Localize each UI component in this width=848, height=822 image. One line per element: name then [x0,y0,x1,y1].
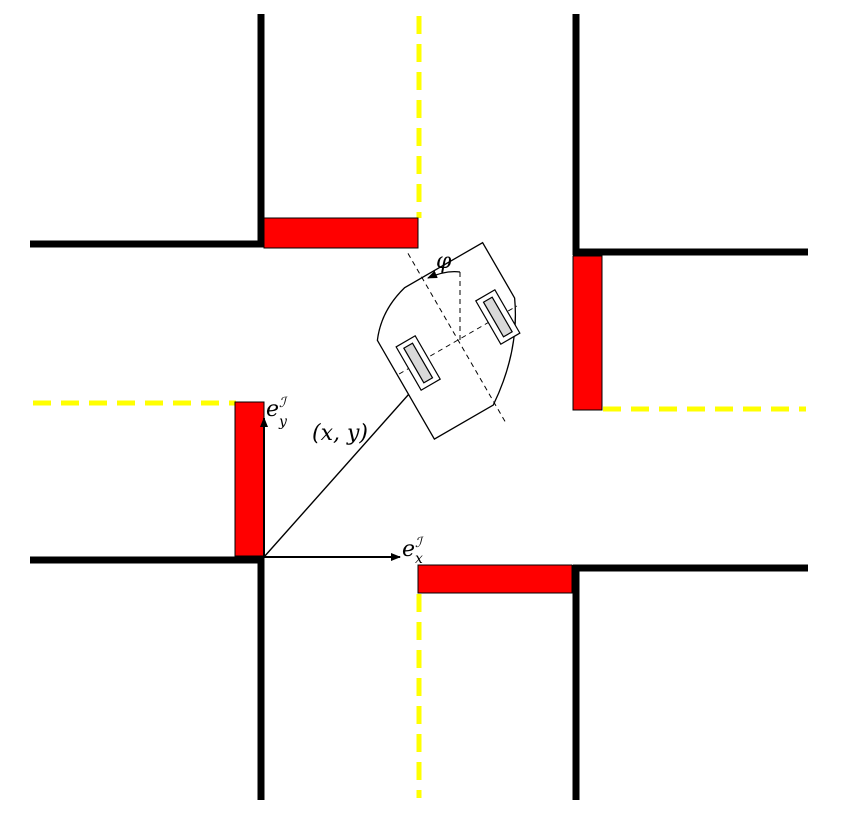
vehicle-body [376,241,517,440]
body-axis [407,253,506,423]
unit-vector-x-label: e ℐ x [402,535,424,567]
svg-text:ℐ: ℐ [415,535,424,551]
svg-text:e: e [266,397,279,422]
svg-text:e: e [402,537,415,562]
wheel-right [474,289,521,345]
stop-line-south [417,564,573,594]
position-label: (x, y) [312,421,368,446]
curbs [30,14,808,800]
svg-text:x: x [415,551,423,567]
stop-line-west [234,401,265,557]
unit-vector-y-label: e ℐ y [266,395,288,430]
stop-line-east [572,255,603,411]
heading-angle-label: φ [436,249,452,274]
wheel-left [395,335,442,391]
lane-dividers [33,16,806,798]
svg-text:ℐ: ℐ [279,395,288,411]
svg-text:y: y [278,414,288,430]
vehicle [376,241,521,440]
stop-line-north [263,217,419,249]
heading-angle-arc [427,270,461,279]
stop-lines [234,217,603,594]
